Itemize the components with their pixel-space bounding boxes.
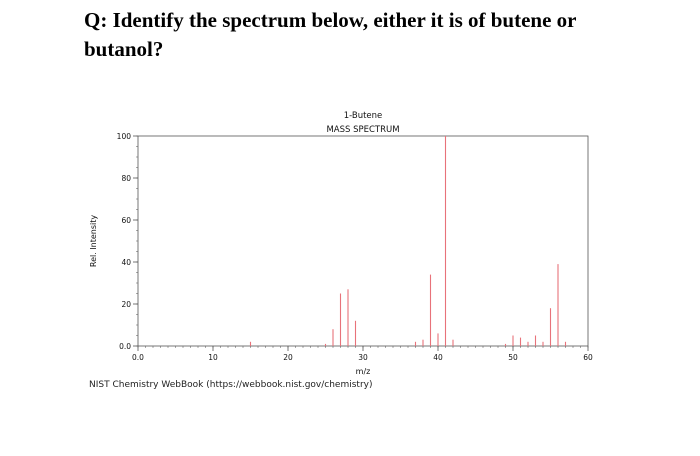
chart-title: 1-Butene <box>344 111 383 121</box>
question-text: Q: Identify the spectrum below, either i… <box>84 8 577 61</box>
chart-subtitle: MASS SPECTRUM <box>326 125 399 135</box>
x-tick-label: 50 <box>508 353 518 362</box>
y-tick-label: 100 <box>117 132 132 141</box>
x-tick-label: 60 <box>583 353 593 362</box>
x-axis-label: m/z <box>356 367 371 376</box>
mass-spectrum-chart: 1-Butene MASS SPECTRUM 0.0 10 20 30 40 50 60 0.… <box>80 104 620 404</box>
spectrum-peaks <box>249 136 567 346</box>
y-tick-label: 20 <box>121 300 131 309</box>
y-tick-label: 80 <box>121 174 131 183</box>
x-tick-label: 40 <box>433 353 443 362</box>
chart-svg: 1-Butene MASS SPECTRUM 0.0 10 20 30 40 50 600.… <box>89 111 593 376</box>
x-tick-label: 10 <box>208 353 218 362</box>
x-tick-label: 20 <box>283 353 293 362</box>
plot-frame <box>137 135 589 347</box>
y-tick-label: 40 <box>121 258 131 267</box>
y-tick-label: 60 <box>121 216 131 225</box>
axis-ticks: 0.0 10 20 30 40 50 60 0.0 20 40 60 80 100 <box>117 132 593 362</box>
source-credit: NIST Chemistry WebBook (https://webbook.… <box>89 380 373 390</box>
y-tick-label: 0.0 <box>119 342 131 351</box>
x-tick-label: 30 <box>358 353 368 362</box>
y-axis-label: Rel. Intensity <box>89 215 98 268</box>
x-tick-label: 0.0 <box>132 353 144 362</box>
